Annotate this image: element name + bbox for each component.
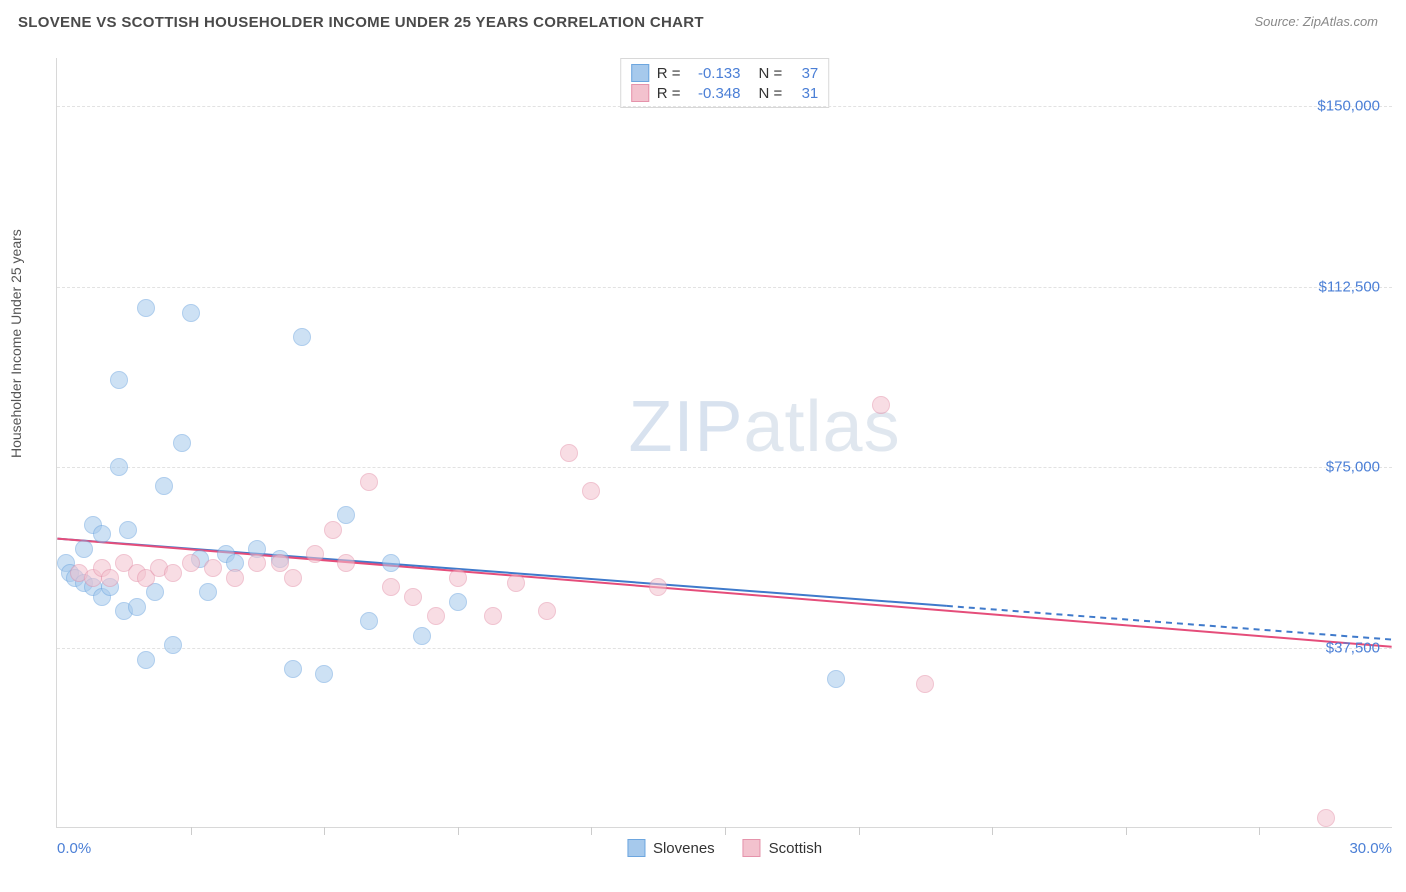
y-tick-label: $75,000 xyxy=(1326,459,1380,476)
scatter-point xyxy=(284,660,302,678)
scatter-point xyxy=(360,473,378,491)
scatter-point xyxy=(360,612,378,630)
scatter-point xyxy=(872,396,890,414)
x-tick xyxy=(1126,827,1127,835)
legend-swatch xyxy=(743,839,761,857)
stats-r-value: -0.133 xyxy=(689,65,741,82)
scatter-point xyxy=(128,598,146,616)
gridline xyxy=(57,106,1392,107)
x-axis-min-label: 0.0% xyxy=(57,840,91,857)
gridline xyxy=(57,287,1392,288)
plot-area: ZIPatlas R =-0.133N =37R =-0.348N =31 0.… xyxy=(56,58,1392,828)
scatter-point xyxy=(110,371,128,389)
watermark: ZIPatlas xyxy=(628,386,900,468)
scatter-point xyxy=(649,578,667,596)
scatter-point xyxy=(284,569,302,587)
chart-title: SLOVENE VS SCOTTISH HOUSEHOLDER INCOME U… xyxy=(18,14,704,31)
scatter-point xyxy=(1317,809,1335,827)
scatter-point xyxy=(315,665,333,683)
scatter-point xyxy=(248,554,266,572)
scatter-point xyxy=(560,444,578,462)
y-tick-label: $112,500 xyxy=(1319,278,1380,295)
scatter-point xyxy=(271,554,289,572)
scatter-point xyxy=(306,545,324,563)
stats-r-label: R = xyxy=(657,85,681,102)
stats-n-value: 31 xyxy=(790,85,818,102)
legend-label: Scottish xyxy=(769,840,822,857)
scatter-point xyxy=(293,328,311,346)
scatter-point xyxy=(324,521,342,539)
legend-swatch xyxy=(631,84,649,102)
chart-header: SLOVENE VS SCOTTISH HOUSEHOLDER INCOME U… xyxy=(0,0,1406,37)
scatter-point xyxy=(204,559,222,577)
scatter-point xyxy=(155,477,173,495)
scatter-point xyxy=(538,602,556,620)
x-tick xyxy=(458,827,459,835)
scatter-point xyxy=(382,554,400,572)
scatter-point xyxy=(382,578,400,596)
scatter-point xyxy=(164,636,182,654)
x-tick xyxy=(859,827,860,835)
scatter-point xyxy=(164,564,182,582)
x-tick xyxy=(191,827,192,835)
legend-swatch xyxy=(631,64,649,82)
x-axis-max-label: 30.0% xyxy=(1349,840,1392,857)
scatter-point xyxy=(75,540,93,558)
scatter-point xyxy=(93,525,111,543)
stats-row: R = -0.133 N = 37 xyxy=(631,63,819,83)
scatter-point xyxy=(337,506,355,524)
scatter-point xyxy=(413,627,431,645)
scatter-point xyxy=(484,607,502,625)
scatter-point xyxy=(827,670,845,688)
scatter-point xyxy=(449,569,467,587)
scatter-point xyxy=(449,593,467,611)
legend-swatch xyxy=(627,839,645,857)
chart-container: SLOVENE VS SCOTTISH HOUSEHOLDER INCOME U… xyxy=(0,0,1406,892)
scatter-point xyxy=(137,651,155,669)
scatter-point xyxy=(101,569,119,587)
scatter-point xyxy=(427,607,445,625)
legend-item: Scottish xyxy=(743,839,822,857)
legend-item: Slovenes xyxy=(627,839,715,857)
y-tick-label: $37,500 xyxy=(1326,639,1380,656)
stats-r-label: R = xyxy=(657,65,681,82)
stats-row: R = -0.348 N = 31 xyxy=(631,83,819,103)
y-tick-label: $150,000 xyxy=(1317,98,1380,115)
x-tick xyxy=(591,827,592,835)
y-axis-label: Householder Income Under 25 years xyxy=(8,229,24,458)
x-tick xyxy=(725,827,726,835)
trend-lines xyxy=(57,58,1392,827)
legend-label: Slovenes xyxy=(653,840,715,857)
scatter-point xyxy=(404,588,422,606)
stats-r-value: -0.348 xyxy=(689,85,741,102)
chart-source: Source: ZipAtlas.com xyxy=(1254,14,1378,29)
correlation-stats-box: R = -0.133 N = 37 R = -0.348 N = 31 xyxy=(620,58,830,108)
scatter-point xyxy=(137,299,155,317)
gridline xyxy=(57,648,1392,649)
scatter-point xyxy=(507,574,525,592)
x-tick xyxy=(324,827,325,835)
scatter-point xyxy=(173,434,191,452)
stats-n-value: 37 xyxy=(790,65,818,82)
scatter-point xyxy=(119,521,137,539)
watermark-bold: ZIP xyxy=(628,387,743,467)
scatter-point xyxy=(582,482,600,500)
scatter-point xyxy=(916,675,934,693)
scatter-point xyxy=(182,304,200,322)
x-tick xyxy=(992,827,993,835)
scatter-point xyxy=(226,569,244,587)
scatter-point xyxy=(199,583,217,601)
stats-n-label: N = xyxy=(759,65,783,82)
bottom-legend: Slovenes Scottish xyxy=(627,839,822,857)
stats-n-label: N = xyxy=(759,85,783,102)
scatter-point xyxy=(337,554,355,572)
scatter-point xyxy=(182,554,200,572)
scatter-point xyxy=(110,458,128,476)
gridline xyxy=(57,467,1392,468)
x-tick xyxy=(1259,827,1260,835)
